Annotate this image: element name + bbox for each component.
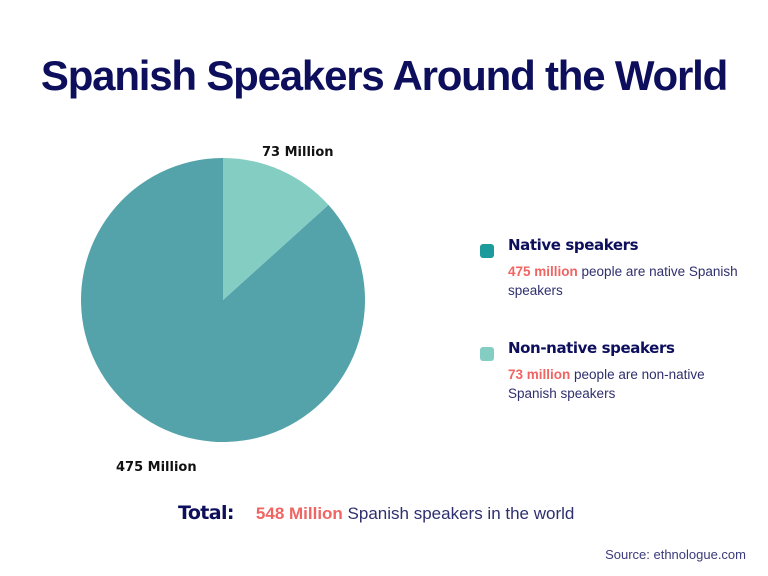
legend-highlight-non-native: 73 million [508, 367, 571, 382]
legend-text-native: people are native Spanish speakers [508, 264, 738, 298]
page-title: Spanish Speakers Around the World [40, 52, 728, 99]
legend-swatch-native [480, 244, 494, 258]
source-credit: Source: ethnologue.com [605, 547, 746, 562]
total-value: 548 Million [255, 504, 343, 523]
total-summary: Total: 548 Million Spanish speakers in th… [178, 502, 574, 524]
legend-title-non-native: Non-native speakers [508, 339, 675, 357]
pie-label-native: 475 Million [116, 460, 197, 475]
legend-text-non-native: people are non-native Spanish speakers [508, 367, 705, 401]
pie-label-non-native: 73 Million [262, 145, 334, 160]
total-text: Spanish speakers in the world [342, 504, 575, 523]
legend-highlight-native: 475 million [508, 264, 578, 279]
legend-desc-non-native: 73 million people are non-native Spanish… [508, 365, 748, 403]
legend-desc-native: 475 million people are native Spanish sp… [508, 262, 748, 300]
pie-slice-non-native [223, 158, 329, 300]
total-label: Total: [178, 502, 235, 524]
pie-slice-native [81, 158, 366, 442]
legend-title-native: Native speakers [508, 236, 639, 254]
legend-swatch-non-native [480, 347, 494, 361]
